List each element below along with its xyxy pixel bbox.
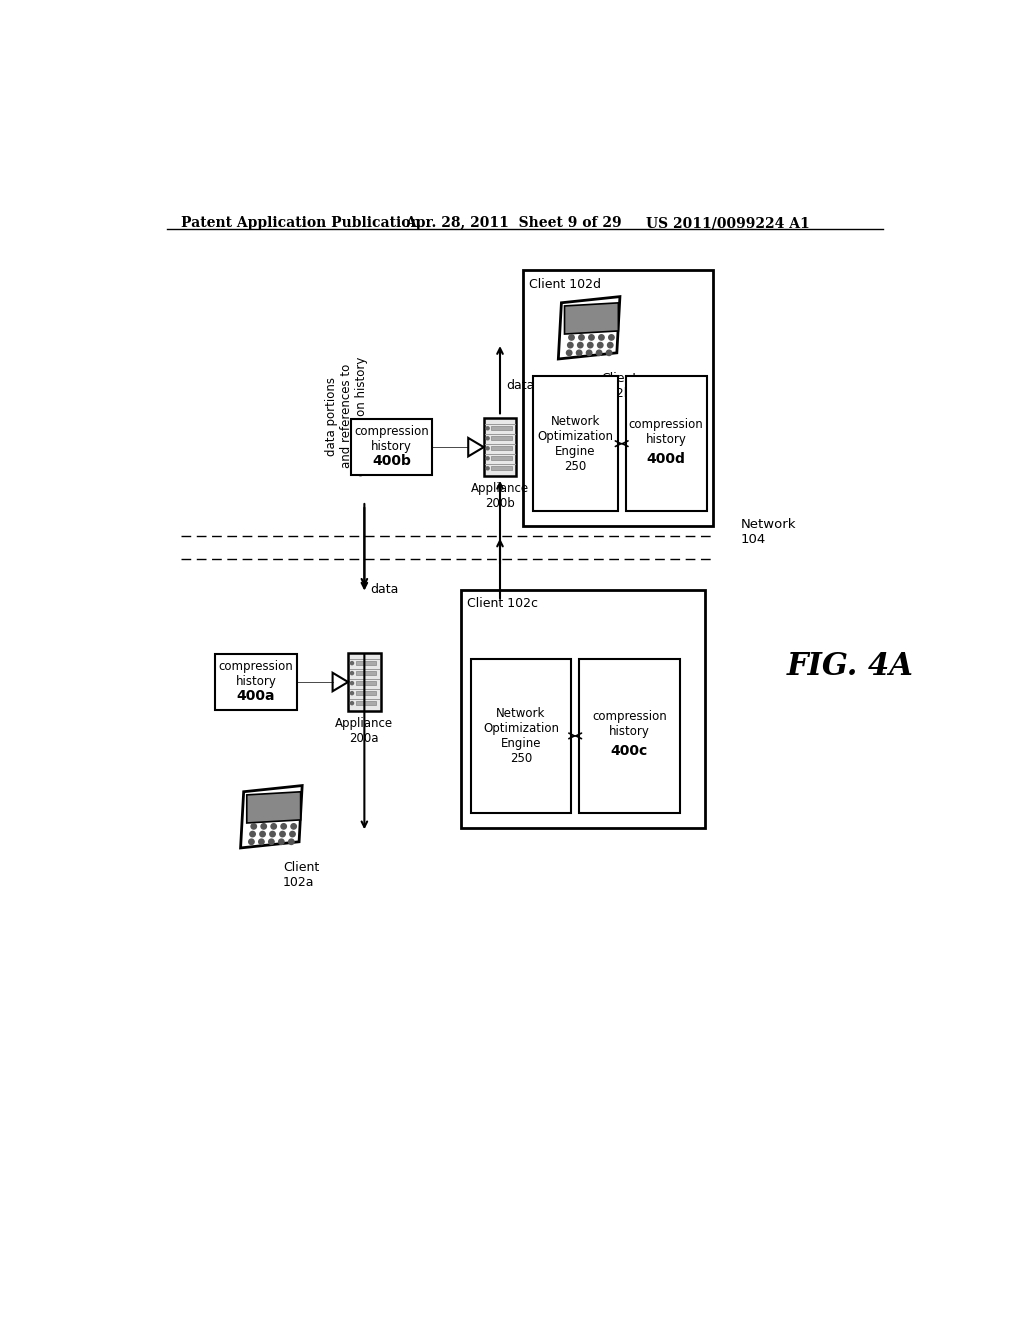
Polygon shape — [247, 792, 301, 822]
Circle shape — [259, 840, 264, 845]
Circle shape — [608, 335, 614, 341]
Circle shape — [566, 350, 571, 355]
Bar — [626, 376, 707, 511]
Circle shape — [290, 832, 295, 837]
Circle shape — [271, 824, 276, 829]
Text: Network
104: Network 104 — [740, 517, 796, 546]
Circle shape — [589, 335, 594, 341]
Bar — [492, 455, 512, 459]
Circle shape — [606, 350, 611, 355]
Circle shape — [486, 467, 489, 470]
Text: Network
Optimization
Engine
250: Network Optimization Engine 250 — [538, 414, 613, 473]
Circle shape — [598, 342, 603, 348]
Text: compression
history: compression history — [354, 425, 429, 454]
Circle shape — [599, 335, 604, 341]
Circle shape — [579, 335, 584, 341]
Circle shape — [281, 824, 287, 829]
Bar — [523, 271, 713, 527]
Circle shape — [567, 342, 573, 348]
Text: compression
history: compression history — [592, 710, 667, 738]
Circle shape — [291, 824, 296, 829]
Circle shape — [607, 342, 613, 348]
Circle shape — [280, 832, 286, 837]
Text: Client 102d: Client 102d — [529, 277, 601, 290]
Bar — [348, 653, 381, 711]
Bar — [483, 418, 516, 477]
Bar — [356, 661, 376, 665]
Text: 400c: 400c — [610, 744, 648, 758]
Circle shape — [578, 342, 583, 348]
Text: data portions
and references to
compression history: data portions and references to compress… — [325, 356, 368, 477]
Text: FIG. 4A: FIG. 4A — [786, 651, 913, 682]
Circle shape — [250, 832, 255, 837]
Circle shape — [249, 840, 254, 845]
Bar — [471, 659, 571, 813]
Polygon shape — [564, 302, 618, 334]
Text: Client
102a: Client 102a — [283, 862, 319, 890]
Circle shape — [279, 840, 284, 845]
Circle shape — [350, 661, 353, 665]
Bar — [356, 690, 376, 694]
Circle shape — [588, 342, 593, 348]
Text: 400a: 400a — [237, 689, 275, 702]
Bar — [461, 590, 706, 829]
Circle shape — [350, 681, 353, 685]
Circle shape — [289, 840, 294, 845]
Circle shape — [350, 672, 353, 675]
Circle shape — [268, 840, 274, 845]
Text: Client
102b: Client 102b — [601, 372, 637, 400]
Bar — [215, 655, 297, 710]
Text: data: data — [371, 583, 399, 597]
Circle shape — [486, 446, 489, 450]
Text: compression
history: compression history — [629, 418, 703, 446]
Circle shape — [486, 426, 489, 430]
Circle shape — [568, 335, 574, 341]
Bar — [492, 446, 512, 450]
Circle shape — [260, 832, 265, 837]
Text: Patent Application Publication: Patent Application Publication — [180, 216, 420, 230]
Bar — [532, 376, 617, 511]
Bar — [492, 436, 512, 440]
Bar — [492, 426, 512, 430]
Text: Network
Optimization
Engine
250: Network Optimization Engine 250 — [483, 708, 559, 764]
Text: 400d: 400d — [647, 451, 686, 466]
Circle shape — [251, 824, 256, 829]
Text: 400b: 400b — [372, 454, 411, 469]
Circle shape — [350, 702, 353, 705]
Circle shape — [577, 350, 582, 355]
Text: compression
history: compression history — [218, 660, 293, 688]
Circle shape — [486, 437, 489, 440]
Circle shape — [350, 692, 353, 694]
Bar — [356, 681, 376, 685]
Text: US 2011/0099224 A1: US 2011/0099224 A1 — [646, 216, 809, 230]
Text: Appliance
200a: Appliance 200a — [335, 717, 393, 744]
Circle shape — [261, 824, 266, 829]
Bar — [492, 466, 512, 470]
Bar — [351, 420, 432, 475]
Text: data: data — [506, 379, 535, 392]
Text: Appliance
200b: Appliance 200b — [471, 482, 529, 511]
Bar — [356, 701, 376, 705]
Text: Client 102c: Client 102c — [467, 598, 539, 610]
Circle shape — [596, 350, 602, 355]
Circle shape — [486, 457, 489, 459]
Text: Apr. 28, 2011  Sheet 9 of 29: Apr. 28, 2011 Sheet 9 of 29 — [406, 216, 622, 230]
Circle shape — [587, 350, 592, 355]
Circle shape — [270, 832, 275, 837]
Bar — [579, 659, 680, 813]
Polygon shape — [558, 297, 620, 359]
Polygon shape — [241, 785, 302, 847]
Bar — [356, 671, 376, 675]
